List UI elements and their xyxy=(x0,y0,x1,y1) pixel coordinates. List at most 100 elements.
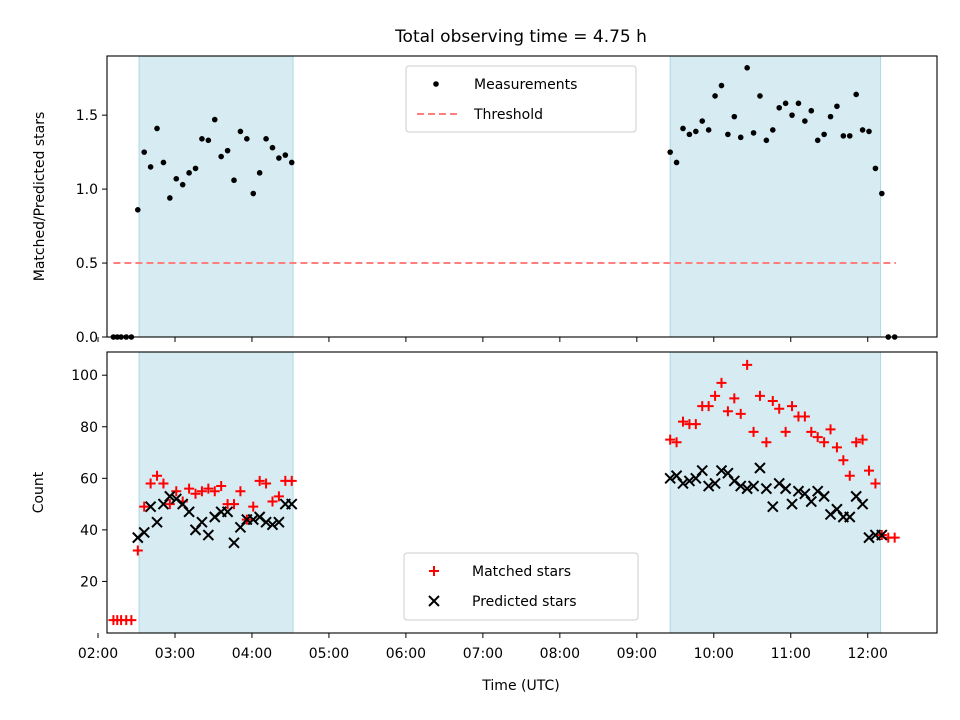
predicted-star-point xyxy=(228,537,240,549)
predicted-star-point xyxy=(792,485,805,497)
matched-star-point xyxy=(152,470,163,481)
x-tick-label: 06:00 xyxy=(386,646,426,662)
measurement-point xyxy=(744,65,750,71)
measurement-point xyxy=(737,134,744,141)
matched-star-point xyxy=(190,488,201,499)
measurement-point xyxy=(731,113,738,120)
matched-star-point xyxy=(870,478,881,489)
matched-star-point xyxy=(235,486,246,497)
measurement-point xyxy=(269,144,276,151)
observing-window-shade xyxy=(669,55,882,338)
measurement-point xyxy=(757,93,763,99)
matched-star-point xyxy=(857,434,868,445)
matched-star-point xyxy=(665,434,676,445)
measurement-point xyxy=(879,190,885,197)
matched-star-point xyxy=(229,499,240,510)
matched-star-point xyxy=(196,486,207,497)
matched-star-point xyxy=(812,432,823,443)
y-tick-label: 0.5 xyxy=(76,256,98,272)
measurement-point xyxy=(263,136,269,142)
measurement-point xyxy=(866,128,872,135)
measurement-point xyxy=(282,152,289,158)
x-tick-label: 07:00 xyxy=(463,646,503,662)
matched-star-point xyxy=(203,483,214,494)
y-tick-label: 80 xyxy=(80,420,98,436)
legend-label: Predicted stars xyxy=(472,594,577,610)
measurement-point xyxy=(134,207,141,213)
legend-box xyxy=(405,65,637,133)
measurement-point xyxy=(199,136,205,142)
matched-star-point xyxy=(158,478,169,489)
matched-star-point xyxy=(261,478,272,489)
measurement-point xyxy=(288,159,295,166)
matched-star-point xyxy=(690,419,701,430)
measurement-point xyxy=(205,137,212,144)
matched-star-point xyxy=(774,403,785,414)
measurement-point xyxy=(699,118,706,124)
predicted-star-point xyxy=(747,480,760,492)
predicted-star-point xyxy=(273,516,285,528)
x-tick-label: 09:00 xyxy=(617,646,657,662)
matched-star-point xyxy=(273,491,284,502)
matched-star-point xyxy=(761,437,772,448)
matched-star-point xyxy=(722,406,733,417)
matched-star-point xyxy=(132,545,143,556)
predicted-star-point xyxy=(247,513,259,526)
y-tick-label: 20 xyxy=(80,574,98,590)
measurement-point xyxy=(776,104,783,111)
measurement-point xyxy=(840,133,847,139)
measurement-point xyxy=(154,125,160,132)
measurement-point xyxy=(673,159,680,166)
measurement-point xyxy=(218,153,224,160)
predicted-star-point xyxy=(151,516,163,528)
predicted-star-point xyxy=(754,462,766,474)
observing-window-shade xyxy=(669,351,882,634)
measurement-point xyxy=(859,127,866,133)
predicted-star-point xyxy=(709,477,721,490)
matched-star-point xyxy=(742,359,753,370)
matched-star-point xyxy=(126,615,137,626)
y-tick-label: 60 xyxy=(80,471,98,487)
predicted-star-point xyxy=(196,516,208,528)
matched-star-point xyxy=(806,426,817,437)
matched-star-point xyxy=(145,478,156,489)
measurement-point xyxy=(834,103,840,110)
x-tick-label: 08:00 xyxy=(540,646,580,662)
y-axis-label: Count xyxy=(31,471,47,513)
predicted-star-point xyxy=(702,480,715,492)
matched-star-point xyxy=(703,401,714,412)
x-tick-label: 02:00 xyxy=(78,646,118,662)
matched-star-point xyxy=(851,437,862,448)
measurement-point xyxy=(186,170,192,176)
matched-star-point xyxy=(831,442,842,453)
matched-star-point xyxy=(825,424,836,435)
predicted-star-point xyxy=(805,495,817,508)
measurement-point xyxy=(718,82,725,89)
measurement-point xyxy=(808,107,815,114)
axes-frame xyxy=(106,351,938,634)
matched-star-point xyxy=(838,455,849,466)
matched-star-point xyxy=(754,390,765,401)
x-tick-label: 05:00 xyxy=(309,646,349,662)
measurement-point xyxy=(802,118,808,124)
matched-star-point xyxy=(671,437,682,448)
legend-marker-measurements xyxy=(433,81,439,87)
x-tick-label: 03:00 xyxy=(155,646,195,662)
matched-star-point xyxy=(864,465,875,476)
measurement-point xyxy=(680,125,686,132)
matched-star-point xyxy=(748,426,759,437)
predicted-star-point xyxy=(696,464,708,477)
measurement-point xyxy=(789,112,795,118)
matched-star-point xyxy=(184,483,195,494)
matched-star-point xyxy=(787,401,798,412)
matched-star-point xyxy=(710,390,721,401)
measurement-point xyxy=(846,133,853,139)
y-tick-label: 40 xyxy=(80,523,98,539)
measurement-point xyxy=(693,128,699,135)
predicted-star-point xyxy=(221,506,234,518)
measurement-point xyxy=(686,131,693,138)
predicted-star-point xyxy=(202,529,215,541)
measurement-point xyxy=(276,155,282,161)
predicted-star-point xyxy=(138,526,150,539)
